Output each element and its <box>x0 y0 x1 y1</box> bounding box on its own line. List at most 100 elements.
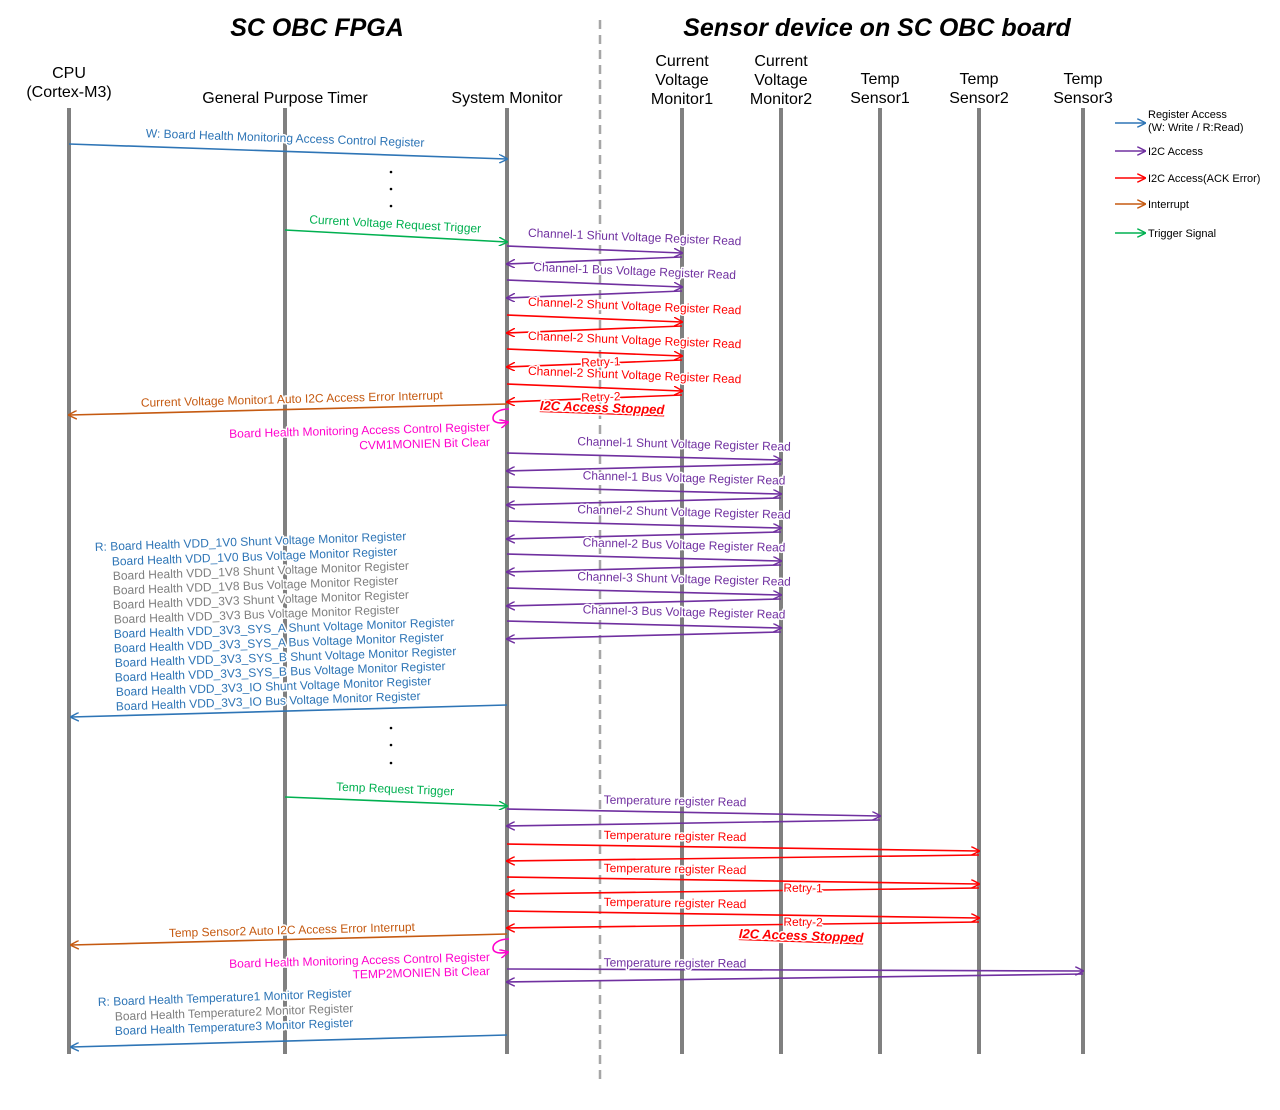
i2c-request-arrow <box>506 279 682 287</box>
participant-headers: CPU (Cortex-M3) General Purpose Timer Syste… <box>26 53 1113 108</box>
i2c-response-arrow <box>507 631 782 639</box>
i2c-request-arrow <box>506 486 781 494</box>
retry-label: Retry-1 <box>783 881 823 896</box>
participant-cvm1-label: Current <box>655 53 709 70</box>
i2c-stopped-label: I2C Access Stopped <box>540 398 666 417</box>
messages <box>69 123 1145 1047</box>
ellipsis-dot <box>389 204 393 208</box>
temp-request-arrow <box>506 969 1083 971</box>
current-voltage-trigger-arrow <box>284 229 507 242</box>
ellipsis-dot <box>389 743 393 747</box>
temp-read-label: Temperature register Read <box>604 861 747 877</box>
temp-response-arrow <box>507 819 881 826</box>
retry-label: Retry-2 <box>783 915 823 930</box>
temp-request-arrow <box>506 876 979 884</box>
self-clear-arrow <box>492 408 509 423</box>
temp-request-arrow <box>506 808 880 816</box>
legend: Register Access(W: Write / R:Read) I2C Ac… <box>1148 109 1260 240</box>
i2c-response-arrow <box>507 256 683 264</box>
i2c-message-label: Channel-2 Bus Voltage Register Read <box>583 535 786 554</box>
participant-cvm2-label: Voltage <box>754 72 807 89</box>
i2c-response-arrow <box>507 359 683 367</box>
participant-gpt-label: General Purpose Timer <box>202 90 368 107</box>
i2c-response-arrow <box>507 394 683 402</box>
participant-ts3-label: Temp <box>1063 71 1102 88</box>
temp-read-label: Temperature register Read <box>604 895 747 911</box>
self-clear-arrow <box>492 938 509 953</box>
ellipsis-dot <box>389 761 393 765</box>
i2c-stopped-label: I2C Access Stopped <box>739 926 865 945</box>
participant-ts2-label: Temp <box>959 71 998 88</box>
legend-register-label: (W: Write / R:Read) <box>1148 122 1244 134</box>
title-sensor-device: Sensor device on SC OBC board <box>683 14 1071 42</box>
temp-trigger-arrow <box>284 796 507 806</box>
i2c-message-label: Channel-3 Bus Voltage Register Read <box>583 602 786 621</box>
temp-response-arrow <box>507 854 980 861</box>
read-access-arrow <box>71 704 508 717</box>
i2c-message-label: Channel-1 Bus Voltage Register Read <box>583 468 786 487</box>
temp-read-label: Temperature register Read <box>604 828 747 844</box>
i2c-request-arrow <box>506 314 682 322</box>
i2c-message-label: Channel-2 Shunt Voltage Register Read <box>528 329 742 352</box>
i2c-message-label: Channel-1 Bus Voltage Register Read <box>533 260 736 282</box>
i2c-response-arrow <box>507 325 683 333</box>
participant-ts3-label: Sensor3 <box>1053 90 1113 107</box>
bit-clear-label: CVM1MONIEN Bit Clear <box>359 435 490 452</box>
i2c-response-arrow <box>507 290 683 298</box>
i2c-response-arrow <box>507 531 782 539</box>
write-access-arrow <box>68 143 507 159</box>
lifelines <box>67 108 1085 1054</box>
temp-response-arrow <box>507 973 1084 982</box>
i2c-request-arrow <box>506 620 781 628</box>
i2c-request-arrow <box>506 245 682 253</box>
legend-interrupt-label: Interrupt <box>1148 199 1189 211</box>
i2c-message-label: Channel-2 Shunt Voltage Register Read <box>528 364 742 387</box>
i2c-request-arrow <box>506 383 682 391</box>
i2c-message-label: Channel-2 Shunt Voltage Register Read <box>577 502 791 521</box>
ellipsis-dot <box>389 187 393 191</box>
legend-error-label: I2C Access(ACK Error) <box>1148 173 1260 185</box>
ellipsis-dot <box>389 726 393 730</box>
interrupt-arrow <box>69 403 508 415</box>
temp-response-arrow <box>507 921 980 928</box>
legend-register-label: Register Access <box>1148 109 1227 121</box>
legend-trigger-label: Trigger Signal <box>1148 228 1216 240</box>
message-labels: W: Board Health Monitoring Access Contro… <box>93 125 866 1040</box>
participant-ts2-label: Sensor2 <box>949 90 1009 107</box>
temp-response-arrow <box>507 887 980 894</box>
i2c-response-arrow <box>507 463 782 471</box>
i2c-request-arrow <box>506 452 781 460</box>
temp-read-label: Temperature register Read <box>604 793 747 810</box>
temp-request-arrow <box>506 843 979 851</box>
participant-cvm1-label: Voltage <box>655 72 708 89</box>
participant-sysmon-label: System Monitor <box>451 90 563 107</box>
ellipsis-dot <box>389 170 393 174</box>
i2c-response-arrow <box>507 564 782 572</box>
i2c-request-arrow <box>506 587 781 595</box>
participant-cvm2-label: Monitor2 <box>750 91 812 108</box>
participant-cvm1-label: Monitor1 <box>651 91 713 108</box>
bit-clear-label: Board Health Monitoring Access Control R… <box>229 420 490 441</box>
legend-i2c-label: I2C Access <box>1148 146 1204 158</box>
temp-request-arrow <box>506 910 979 918</box>
interrupt-arrow <box>71 933 508 945</box>
i2c-message-label: Channel-2 Shunt Voltage Register Read <box>528 295 742 318</box>
i2c-message-label: Channel-3 Shunt Voltage Register Read <box>577 569 791 588</box>
i2c-message-label: Channel-1 Shunt Voltage Register Read <box>577 434 791 453</box>
i2c-request-arrow <box>506 520 781 528</box>
read-temperature-arrow <box>71 1034 508 1047</box>
participant-cpu-label: CPU <box>52 65 86 82</box>
i2c-request-arrow <box>506 553 781 561</box>
retry-label: Retry-2 <box>581 389 621 405</box>
temp-trigger-label: Temp Request Trigger <box>336 780 455 799</box>
i2c-response-arrow <box>507 598 782 606</box>
i2c-message-label: Channel-1 Shunt Voltage Register Read <box>528 226 742 249</box>
temp-read-label: Temperature register Read <box>604 956 747 971</box>
participant-ts1-label: Temp <box>860 71 899 88</box>
i2c-request-arrow <box>506 348 682 356</box>
i2c-response-arrow <box>507 497 782 505</box>
participant-ts1-label: Sensor1 <box>850 90 910 107</box>
title-fpga: SC OBC FPGA <box>230 14 404 42</box>
bit-clear-label: TEMP2MONIEN Bit Clear <box>352 964 490 982</box>
